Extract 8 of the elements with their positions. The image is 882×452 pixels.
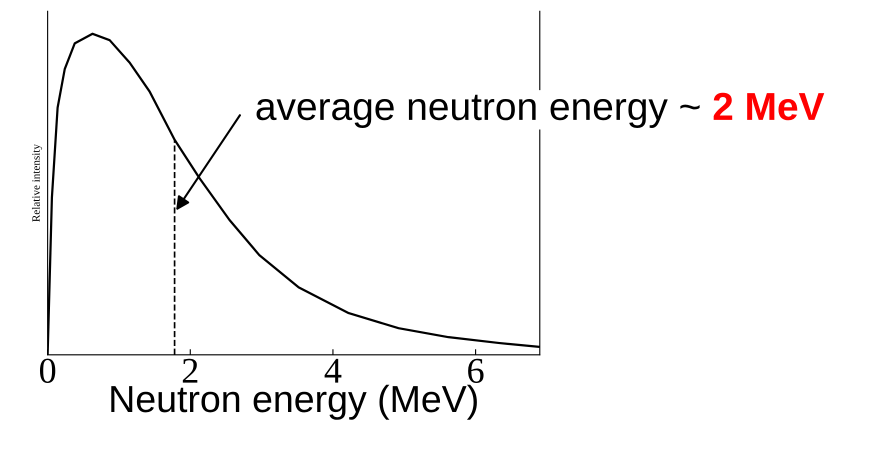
annotation: average neutron energy ~: [256, 94, 700, 128]
x-tick-label: 2: [182, 358, 198, 383]
text: 2 MeV: [713, 92, 824, 120]
x-tick-label: 6: [468, 358, 484, 384]
x-tick-label: 0: [40, 358, 56, 384]
x-tick-label: 4: [324, 358, 342, 383]
x-axis-title: Neutron energy (MeV): [111, 384, 477, 420]
y-axis-title: Relative intensity: [32, 144, 42, 222]
